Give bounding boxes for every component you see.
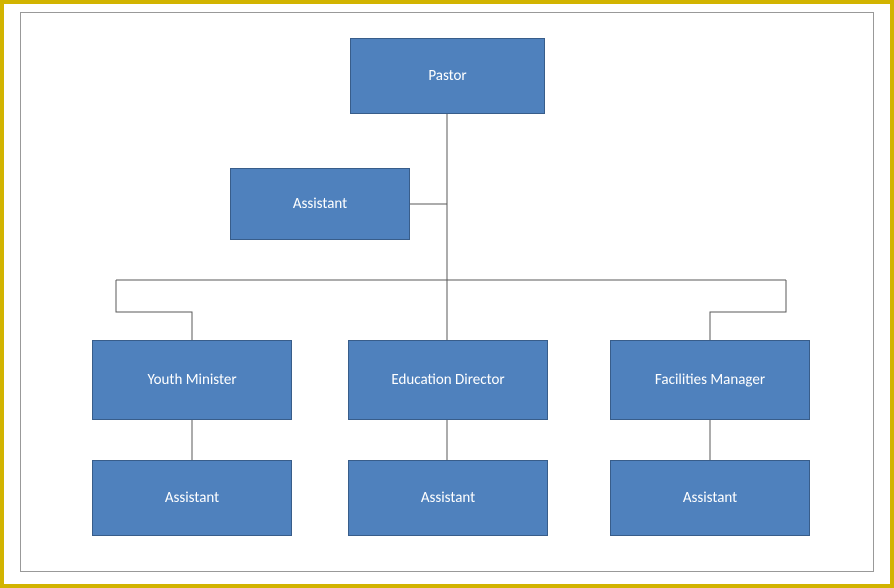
org-node-assist3: Assistant [610,460,810,536]
org-node-assistant0: Assistant [230,168,410,240]
org-node-assist2: Assistant [348,460,548,536]
org-node-edu: Education Director [348,340,548,420]
org-node-fac: Facilities Manager [610,340,810,420]
org-node-assist1: Assistant [92,460,292,536]
org-node-pastor: Pastor [350,38,545,114]
org-node-youth: Youth Minister [92,340,292,420]
